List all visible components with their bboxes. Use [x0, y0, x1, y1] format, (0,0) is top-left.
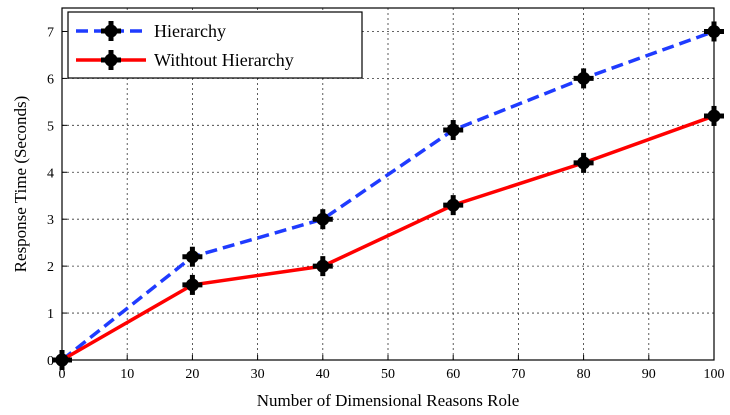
legend-box: [67, 11, 363, 79]
x-tick-label: 10: [120, 367, 134, 382]
legend-label: Withtout Hierarchy: [154, 50, 294, 70]
y-tick-label: 2: [47, 260, 54, 275]
y-tick-label: 4: [47, 166, 54, 181]
x-tick-label: 60: [446, 367, 460, 382]
y-tick-label: 5: [47, 119, 54, 134]
y-tick-label: 3: [47, 213, 54, 228]
x-tick-label: 20: [185, 367, 199, 382]
legend-entry: Hierarchy: [76, 21, 226, 41]
legend: Hierarchy Withtout Hierarchy: [67, 11, 363, 79]
legend-label: Hierarchy: [154, 21, 226, 41]
series-line-without-hierarchy: [61, 114, 715, 362]
data-point: [182, 274, 203, 295]
data-point: [182, 246, 203, 267]
y-tick-label: 6: [47, 72, 54, 87]
data-point: [443, 195, 464, 216]
x-tick-label: 50: [381, 367, 395, 382]
legend-marker: [101, 50, 121, 70]
data-point: [573, 152, 594, 173]
legend-items: Hierarchy Withtout Hierarchy: [76, 21, 294, 70]
y-tick-label: 7: [47, 25, 54, 40]
data-point: [443, 120, 464, 141]
y-tick-label: 1: [47, 307, 54, 322]
x-axis-label: Number of Dimensional Reasons Role: [257, 391, 520, 410]
x-tick-label: 100: [704, 367, 725, 382]
data-point: [573, 68, 594, 89]
x-tick-label: 30: [251, 367, 265, 382]
x-tick-label: 40: [316, 367, 330, 382]
data-point: [312, 209, 333, 230]
legend-entry: Withtout Hierarchy: [76, 50, 294, 70]
y-axis-label: Response Time (Seconds): [11, 96, 30, 273]
x-tick-label: 90: [642, 367, 656, 382]
data-point: [312, 256, 333, 277]
x-tick-label: 70: [511, 367, 525, 382]
y-tick-label: 0: [47, 354, 54, 369]
x-tick-label: 0: [59, 367, 66, 382]
x-tick-label: 80: [577, 367, 591, 382]
tick-layer: 0 10 20 30 40 50 60 70 80 90 100 0 1 2 3 4 5 6 7: [47, 25, 725, 382]
legend-marker: [101, 21, 121, 41]
series-layer: [52, 21, 724, 370]
series-line-hierarchy: [60, 29, 715, 362]
